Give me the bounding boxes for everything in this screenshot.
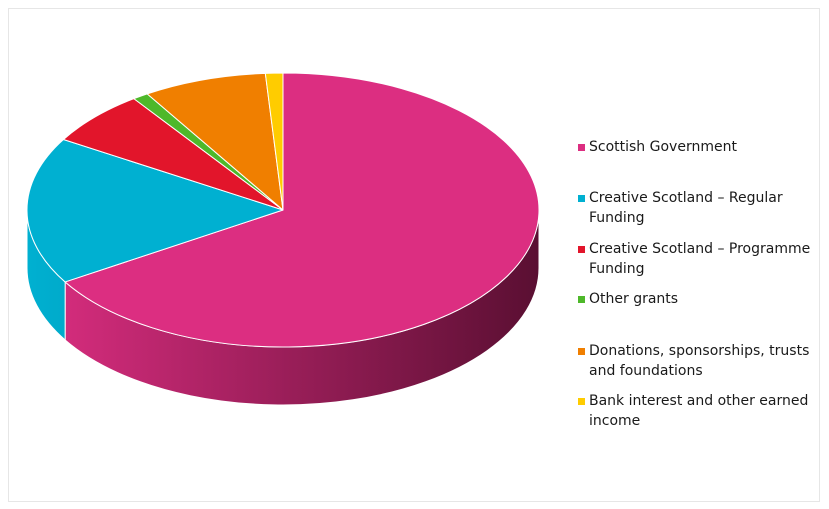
pie-slice-scottish-government <box>64 72 540 348</box>
legend-item-scottish-government: Scottish Government <box>578 137 818 157</box>
legend-label: Bank interest and other earned income <box>589 393 809 429</box>
legend: Scottish Government Creative Scotland – … <box>578 0 823 509</box>
legend-swatch <box>578 144 585 151</box>
legend-swatch <box>578 246 585 253</box>
legend-item-other-grants: Other grants <box>578 289 818 309</box>
legend-swatch <box>578 348 585 355</box>
pie-slice-creative-scotland-regular-funding <box>26 139 284 283</box>
legend-label: Donations, sponsorships, trusts and foun… <box>589 343 810 379</box>
legend-item-creative-scotland-regular: Creative Scotland – Regular Funding <box>578 188 818 228</box>
legend-item-donations: Donations, sponsorships, trusts and foun… <box>578 341 818 381</box>
pie-slice-donations-sponsorships-trusts-and-foundations <box>146 72 284 211</box>
legend-swatch <box>578 398 585 405</box>
legend-item-bank-interest: Bank interest and other earned income <box>578 391 818 431</box>
pie-slices <box>26 72 540 348</box>
pie-slice-bank-interest-and-other-earned-income <box>264 72 284 211</box>
legend-label: Creative Scotland – Programme Funding <box>589 241 811 277</box>
legend-swatch <box>578 296 585 303</box>
legend-label: Other grants <box>589 291 679 307</box>
legend-label: Scottish Government <box>589 139 737 155</box>
legend-label: Creative Scotland – Regular Funding <box>589 190 783 226</box>
legend-item-creative-scotland-programme: Creative Scotland – Programme Funding <box>578 239 818 279</box>
legend-swatch <box>578 195 585 202</box>
